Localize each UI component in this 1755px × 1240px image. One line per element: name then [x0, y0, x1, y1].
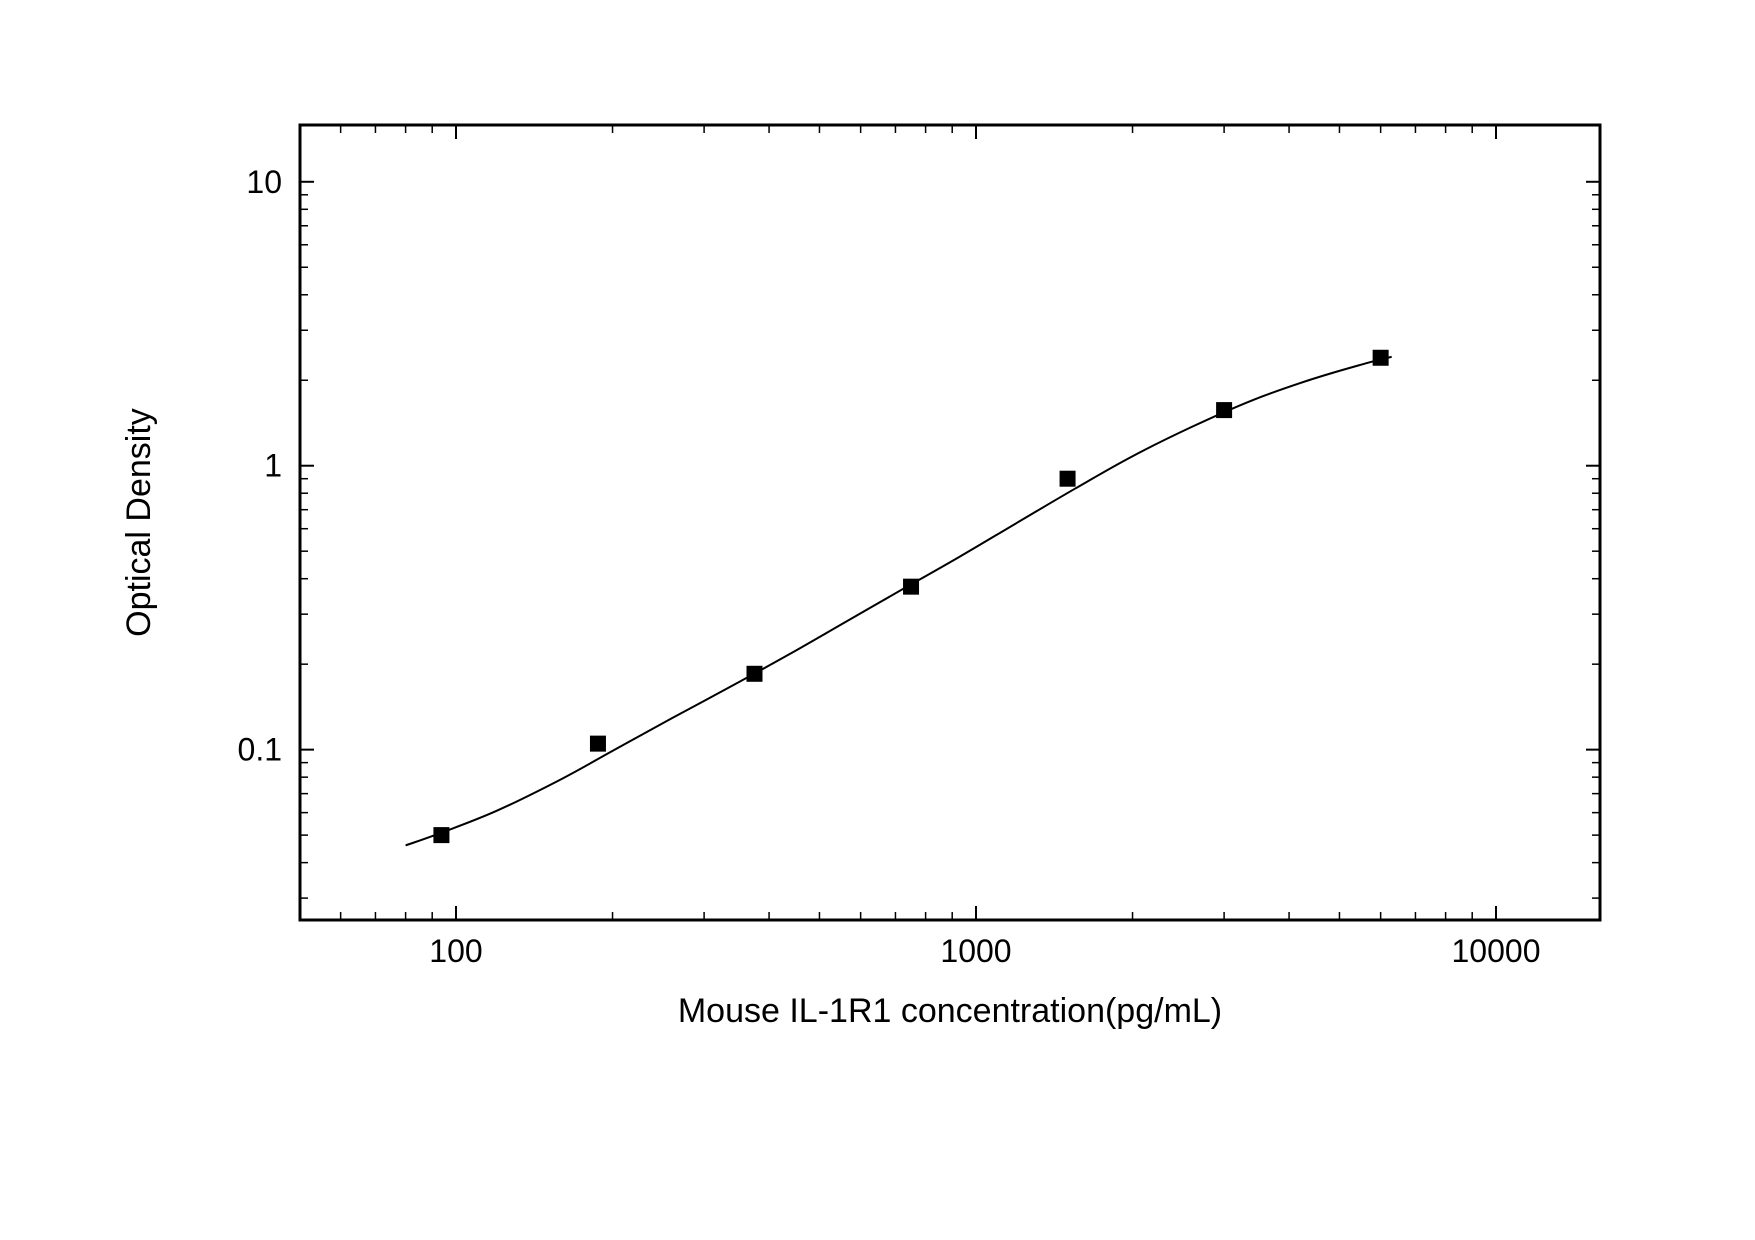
- y-axis-label: Optical Density: [120, 408, 158, 637]
- svg-text:100: 100: [429, 933, 482, 969]
- svg-text:10000: 10000: [1452, 933, 1541, 969]
- svg-text:1: 1: [264, 448, 282, 484]
- x-axis-label: Mouse IL-1R1 concentration(pg/mL): [678, 992, 1222, 1030]
- svg-text:0.1: 0.1: [238, 732, 282, 768]
- chart-container: 100 1000 10000 0.1 1 10 Mouse IL-1R1 concentra…: [0, 0, 1755, 1240]
- standard-curve-chart: 100 1000 10000 0.1 1 10 Mouse IL-1R1 concentra…: [0, 0, 1755, 1240]
- svg-text:1000: 1000: [940, 933, 1011, 969]
- svg-text:10: 10: [246, 164, 282, 200]
